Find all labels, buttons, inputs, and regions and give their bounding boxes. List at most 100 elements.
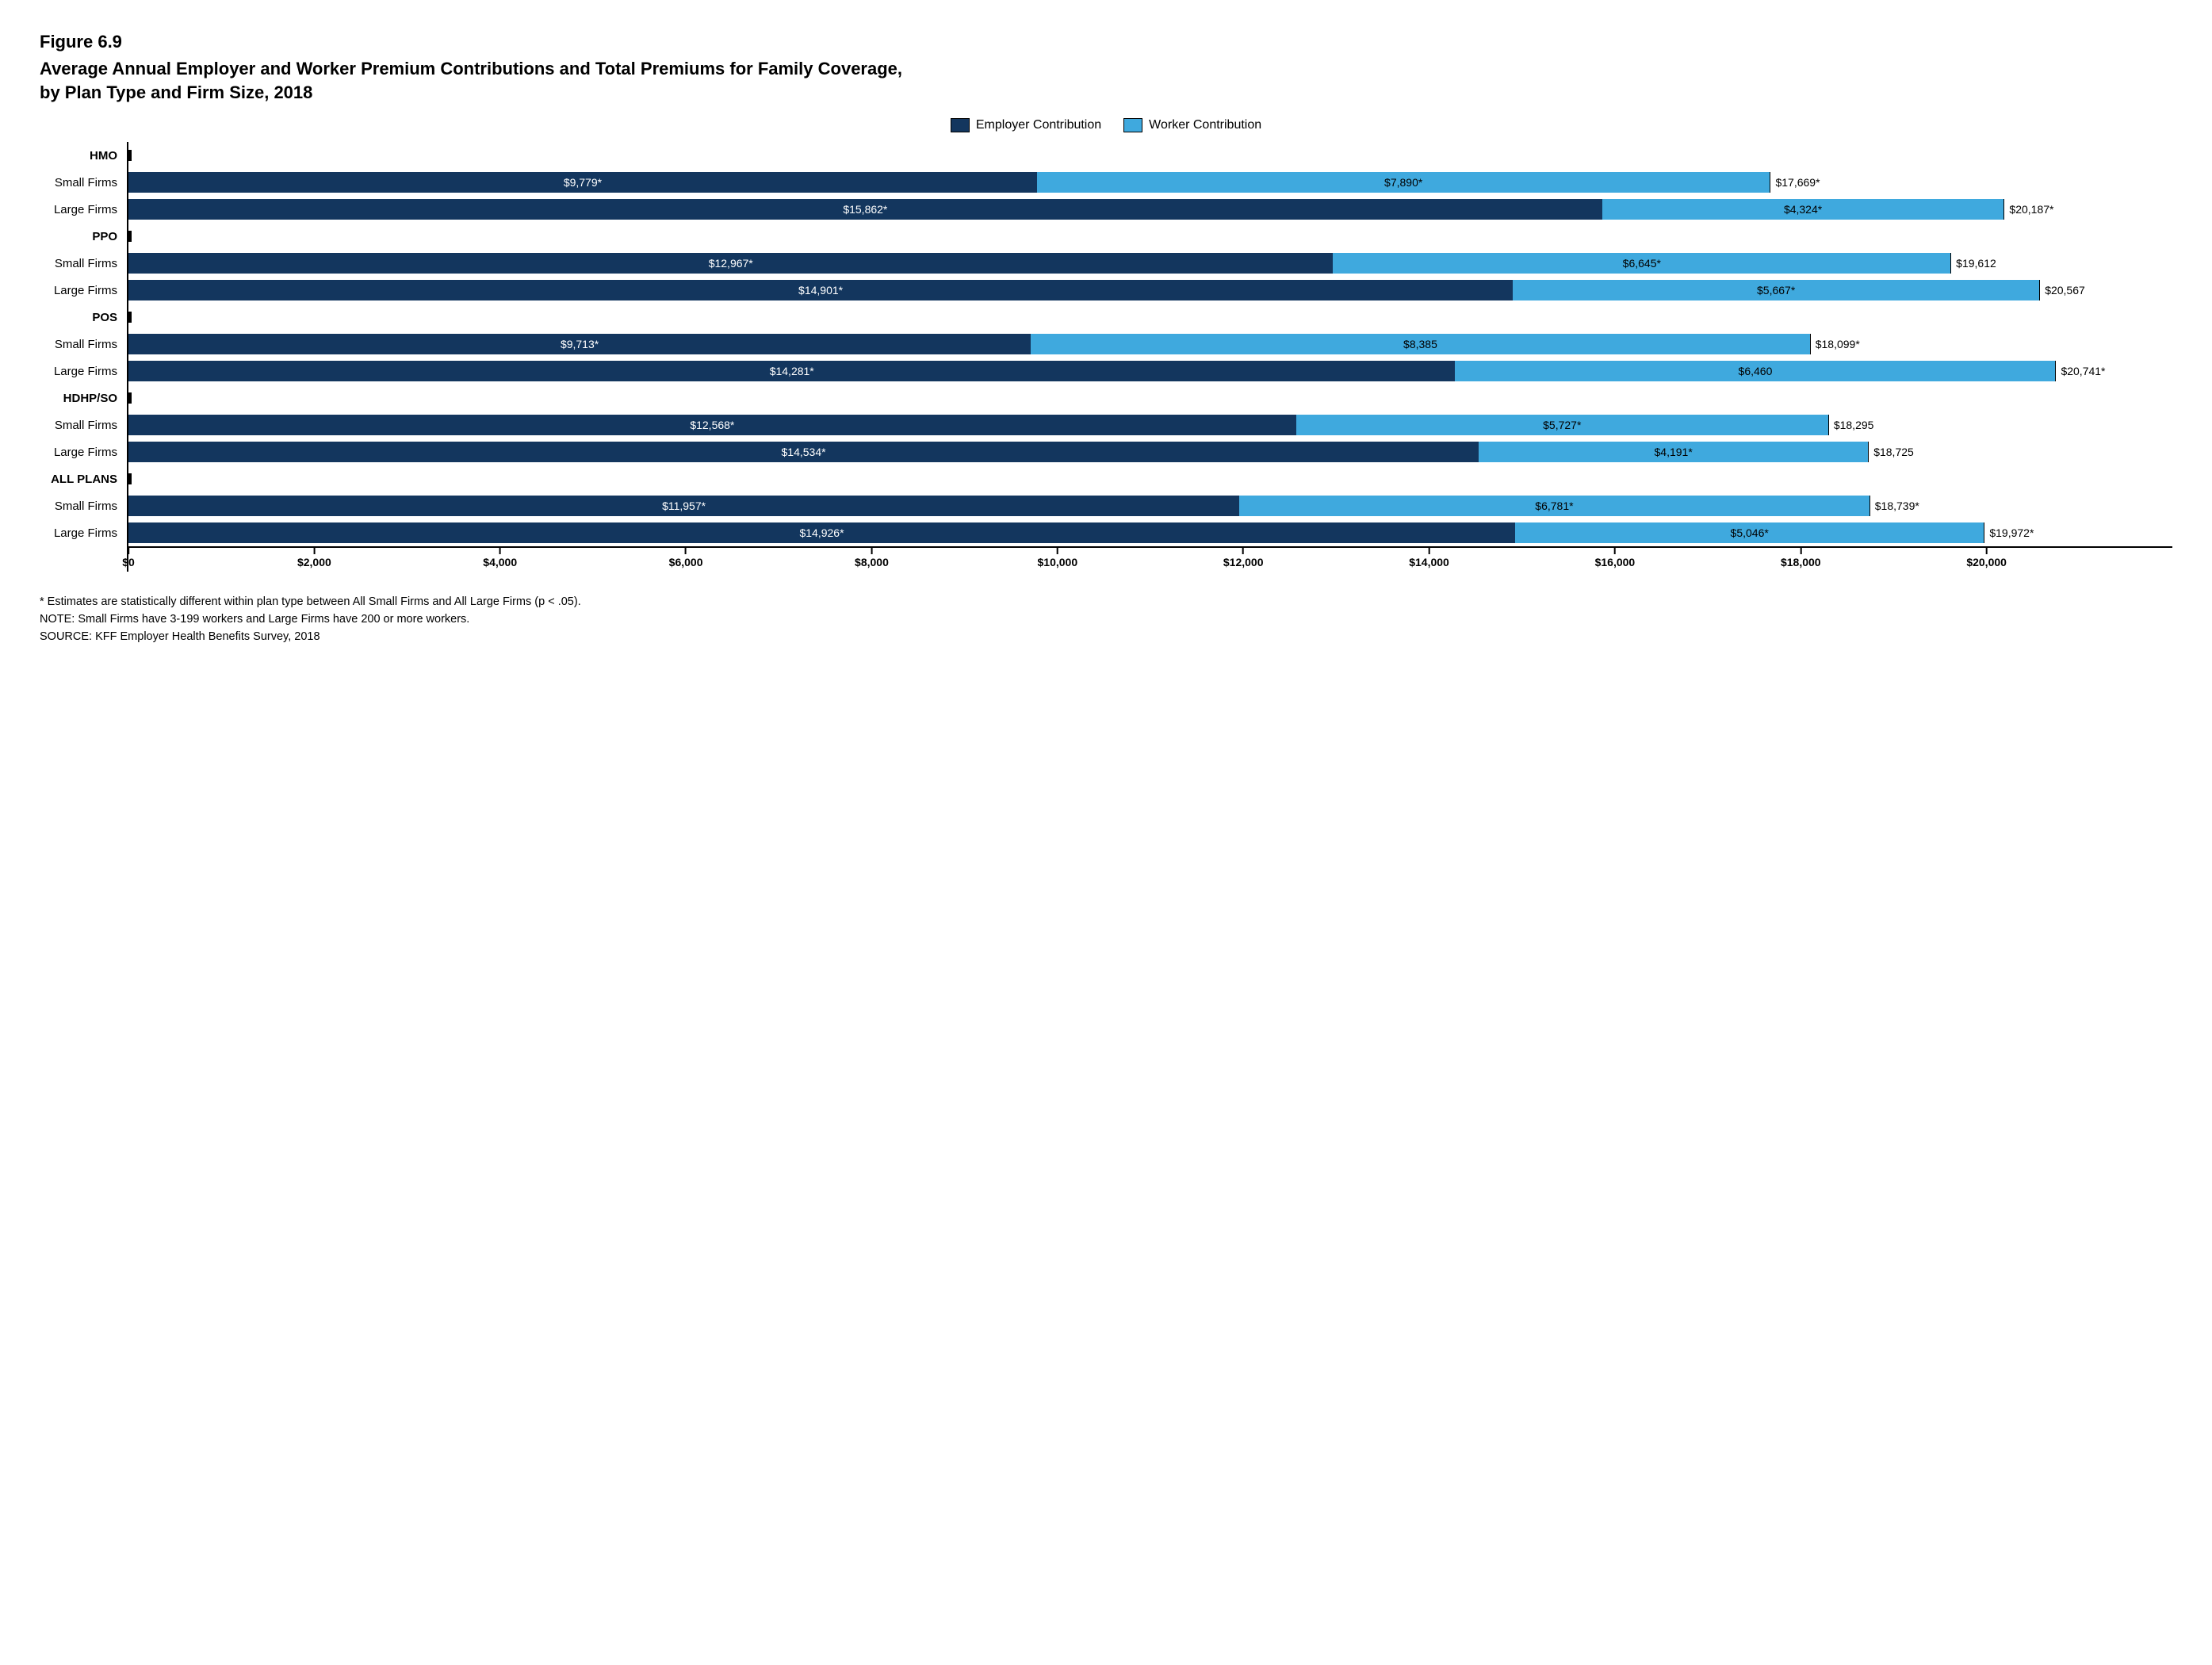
bar-total-label: $20,187* (2003, 199, 2053, 220)
legend: Employer Contribution Worker Contributio… (40, 118, 2172, 132)
bar-segment-worker: $4,191* (1479, 442, 1868, 462)
legend-label-worker: Worker Contribution (1149, 118, 1261, 132)
row-plot: $11,957*$6,781*$18,739* (127, 492, 2172, 519)
group-label: ALL PLANS (40, 465, 127, 492)
x-axis-tick: $14,000 (1409, 548, 1449, 568)
bar-total-label: $19,972* (1984, 522, 2034, 543)
bar-segment-employer: $12,967* (128, 253, 1333, 274)
bar-segment-worker: $5,667* (1513, 280, 2039, 300)
stacked-bar: $14,534*$4,191*$18,725 (128, 442, 2172, 462)
row-category-label: Small Firms (40, 492, 127, 519)
row-plot (127, 223, 2172, 250)
stacked-bar: $9,713*$8,385$18,099* (128, 334, 2172, 354)
data-row: Large Firms$15,862*$4,324*$20,187* (40, 196, 2172, 223)
group-label: POS (40, 304, 127, 331)
legend-item-employer: Employer Contribution (951, 118, 1101, 132)
row-plot (127, 304, 2172, 331)
x-axis-tick: $18,000 (1781, 548, 1821, 568)
data-row: Small Firms$9,779*$7,890*$17,669* (40, 169, 2172, 196)
group-header-row: ALL PLANS (40, 465, 2172, 492)
row-plot: $14,901*$5,667*$20,567 (127, 277, 2172, 304)
stacked-bar: $14,281*$6,460$20,741* (128, 361, 2172, 381)
axis-tick-mark (128, 231, 132, 242)
row-plot: $14,926*$5,046*$19,972* (127, 519, 2172, 546)
row-category-label: Large Firms (40, 277, 127, 304)
bar-total-label: $18,099* (1810, 334, 1860, 354)
data-row: Large Firms$14,534*$4,191*$18,725 (40, 438, 2172, 465)
axis-tick-mark (128, 473, 132, 484)
bar-segment-worker: $5,046* (1515, 522, 1984, 543)
stacked-bar: $14,901*$5,667*$20,567 (128, 280, 2172, 300)
figure-title: Average Annual Employer and Worker Premi… (40, 57, 912, 104)
row-category-label: Large Firms (40, 358, 127, 385)
footnote-line: NOTE: Small Firms have 3-199 workers and… (40, 611, 2172, 629)
x-axis-tick: $10,000 (1038, 548, 1078, 568)
x-axis-tick: $4,000 (483, 548, 517, 568)
x-axis-plot: $0$2,000$4,000$6,000$8,000$10,000$12,000… (127, 546, 2172, 572)
bar-segment-employer: $14,281* (128, 361, 1455, 381)
bar-segment-employer: $14,534* (128, 442, 1479, 462)
data-row: Large Firms$14,281*$6,460$20,741* (40, 358, 2172, 385)
stacked-bar: $14,926*$5,046*$19,972* (128, 522, 2172, 543)
row-category-label: Large Firms (40, 438, 127, 465)
bar-segment-worker: $7,890* (1037, 172, 1770, 193)
row-category-label: Small Firms (40, 169, 127, 196)
row-plot: $12,568*$5,727*$18,295 (127, 411, 2172, 438)
axis-tick-mark (128, 312, 132, 323)
row-plot: $15,862*$4,324*$20,187* (127, 196, 2172, 223)
bar-segment-worker: $6,781* (1239, 496, 1869, 516)
bar-segment-employer: $9,713* (128, 334, 1031, 354)
swatch-worker (1123, 118, 1142, 132)
bar-segment-employer: $14,926* (128, 522, 1515, 543)
stacked-bar: $9,779*$7,890*$17,669* (128, 172, 2172, 193)
bar-total-label: $18,295 (1828, 415, 1874, 435)
x-axis-tick: $16,000 (1595, 548, 1636, 568)
row-plot (127, 142, 2172, 169)
bar-segment-worker: $8,385 (1031, 334, 1810, 354)
group-header-row: POS (40, 304, 2172, 331)
stacked-bar: $12,568*$5,727*$18,295 (128, 415, 2172, 435)
bar-segment-worker: $6,645* (1333, 253, 1950, 274)
x-axis-tick: $2,000 (297, 548, 331, 568)
bar-total-label: $17,669* (1770, 172, 1820, 193)
row-category-label: Large Firms (40, 519, 127, 546)
footnote-line: SOURCE: KFF Employer Health Benefits Sur… (40, 629, 2172, 646)
data-row: Small Firms$11,957*$6,781*$18,739* (40, 492, 2172, 519)
legend-label-employer: Employer Contribution (976, 118, 1101, 132)
axis-tick-mark (128, 392, 132, 404)
bar-total-label: $18,739* (1869, 496, 1919, 516)
group-header-row: PPO (40, 223, 2172, 250)
x-axis-tick: $6,000 (669, 548, 703, 568)
x-axis-tick: $12,000 (1223, 548, 1264, 568)
group-header-row: HMO (40, 142, 2172, 169)
bar-segment-worker: $5,727* (1296, 415, 1828, 435)
bar-total-label: $19,612 (1950, 253, 1996, 274)
stacked-bar: $15,862*$4,324*$20,187* (128, 199, 2172, 220)
row-plot: $14,281*$6,460$20,741* (127, 358, 2172, 385)
row-category-label: Small Firms (40, 411, 127, 438)
data-row: Large Firms$14,901*$5,667*$20,567 (40, 277, 2172, 304)
group-label: HDHP/SO (40, 385, 127, 411)
x-axis-tick: $0 (122, 548, 135, 568)
stacked-bar: $11,957*$6,781*$18,739* (128, 496, 2172, 516)
footnote-line: * Estimates are statistically different … (40, 594, 2172, 611)
data-row: Large Firms$14,926*$5,046*$19,972* (40, 519, 2172, 546)
row-plot: $12,967*$6,645*$19,612 (127, 250, 2172, 277)
bar-segment-employer: $11,957* (128, 496, 1239, 516)
x-axis-tick: $20,000 (1966, 548, 2007, 568)
bar-segment-employer: $14,901* (128, 280, 1513, 300)
bar-segment-employer: $12,568* (128, 415, 1296, 435)
chart-area: HMOSmall Firms$9,779*$7,890*$17,669*Larg… (40, 142, 2172, 572)
bar-total-label: $20,741* (2055, 361, 2105, 381)
bar-segment-worker: $4,324* (1602, 199, 2004, 220)
row-category-label: Small Firms (40, 250, 127, 277)
row-plot: $9,779*$7,890*$17,669* (127, 169, 2172, 196)
bar-segment-employer: $15,862* (128, 199, 1602, 220)
legend-item-worker: Worker Contribution (1123, 118, 1261, 132)
figure-label: Figure 6.9 (40, 32, 2172, 52)
group-label: HMO (40, 142, 127, 169)
axis-tick-mark (128, 150, 132, 161)
data-row: Small Firms$12,967*$6,645*$19,612 (40, 250, 2172, 277)
row-plot: $14,534*$4,191*$18,725 (127, 438, 2172, 465)
footnotes: * Estimates are statistically different … (40, 594, 2172, 645)
